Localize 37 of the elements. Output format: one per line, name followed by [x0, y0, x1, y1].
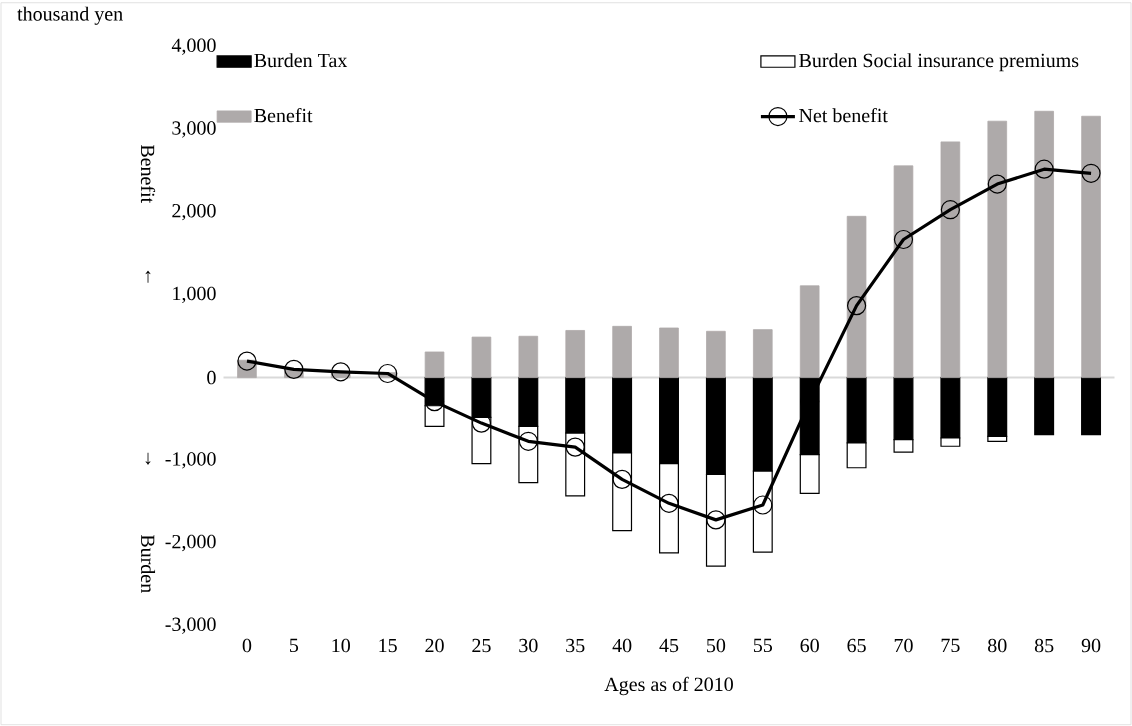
x-tick-label: 60: [800, 638, 819, 653]
x-tick-label: 15: [379, 638, 397, 653]
x-tick-label: 35: [566, 638, 585, 653]
x-tick-label: 75: [941, 638, 960, 653]
text: ↓: [145, 452, 151, 465]
y-tick-label: 4,000: [171, 38, 216, 56]
x-tick-label: 80: [988, 638, 1007, 653]
text: ↑: [145, 270, 151, 283]
x-tick-label: 30: [519, 638, 538, 653]
legend-label: Burden Social insurance premiums: [799, 53, 1079, 72]
x-tick-label: 50: [707, 638, 726, 653]
x-tick-label: 65: [847, 638, 866, 653]
y-tick-label: 1,000: [173, 286, 216, 304]
y-tick-label: -2,000: [165, 534, 216, 552]
x-tick-label: 90: [1081, 638, 1101, 653]
x-tick-label: 85: [1034, 638, 1054, 653]
legend-label: Burden Tax: [254, 53, 348, 68]
y-tick-label: 0: [207, 370, 216, 385]
x-tick-label: 20: [425, 638, 444, 653]
y-tick-label: 3,000: [172, 121, 216, 138]
x-tick-label: 5: [290, 638, 299, 653]
y-axis-title: thousand yen: [17, 6, 123, 25]
x-tick-label: 10: [332, 638, 350, 653]
x-tick-label: 40: [612, 638, 632, 653]
legend-label: Net benefit: [799, 108, 888, 123]
text: Burden: [140, 535, 156, 593]
x-tick-label: 70: [894, 638, 913, 653]
x-tick-label: 0: [242, 638, 252, 653]
y-tick-label: -3,000: [165, 617, 216, 635]
y-tick-label: -1,000: [165, 452, 216, 469]
x-tick-label: 55: [753, 638, 773, 653]
x-tick-label: 45: [659, 638, 679, 653]
legend-label: Benefit: [254, 108, 313, 123]
x-axis-title: Ages as of 2010: [604, 676, 733, 696]
text: Benefit: [140, 145, 156, 204]
y-tick-label: 2,000: [172, 204, 216, 221]
x-tick-label: 25: [472, 638, 491, 653]
